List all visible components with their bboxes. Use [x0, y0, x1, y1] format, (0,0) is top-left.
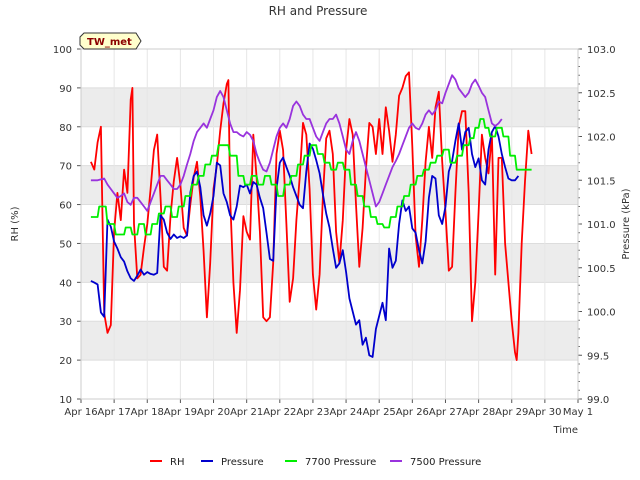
- y-left-tick-label: 20: [59, 356, 72, 367]
- x-tick-label: Apr 16: [64, 407, 97, 418]
- x-axis-title: Time: [553, 425, 578, 436]
- series-line-rh: [90, 71, 533, 362]
- x-tick-label: Apr 18: [131, 407, 164, 418]
- chart-title: RH and Pressure: [269, 4, 368, 18]
- y-left-tick-label: 70: [59, 162, 72, 173]
- y-left-tick-label: 60: [59, 201, 72, 212]
- x-tick-label: Apr 19: [164, 407, 197, 418]
- y-axis-right-title: Pressure (kPa): [621, 188, 632, 259]
- y-right-tick-label: 101.0: [587, 220, 616, 231]
- y-right-tick-label: 101.5: [587, 176, 616, 187]
- plot-frame: [80, 48, 579, 400]
- legend: RH Pressure 7700 Pressure 7500 Pressure: [150, 457, 481, 468]
- plot-band: [81, 165, 578, 205]
- y-left-tick-label: 100: [53, 45, 72, 56]
- x-tick-label: Apr 28: [462, 407, 495, 418]
- legend-label: RH: [170, 457, 184, 468]
- series-line-pressure: [90, 122, 520, 358]
- x-tick-label: Apr 27: [429, 407, 462, 418]
- x-tick-label: Apr 17: [98, 407, 131, 418]
- y-right-tick-label: 99.0: [587, 395, 609, 406]
- x-tick-label: Apr 23: [296, 407, 329, 418]
- x-tick-label: Apr 21: [230, 407, 263, 418]
- x-tick-label: Apr 22: [263, 407, 296, 418]
- y-left-tick-label: 10: [59, 395, 72, 406]
- badge-shape: [79, 32, 142, 50]
- series-layer: [90, 71, 533, 362]
- y-right-tick-label: 102.5: [587, 89, 616, 100]
- y-axis-left-title: RH (%): [10, 206, 21, 241]
- y-left-tick-label: 80: [59, 123, 72, 134]
- legend-label: 7500 Pressure: [410, 457, 481, 468]
- x-tick-label: Apr 20: [197, 407, 230, 418]
- y-left-tick-label: 30: [59, 317, 72, 328]
- x-tick-label: Apr 26: [396, 407, 429, 418]
- badge-label: TW_met: [87, 37, 132, 48]
- y-right-tick-label: 99.5: [587, 351, 609, 362]
- legend-label: 7700 Pressure: [305, 457, 376, 468]
- y-left-tick-label: 50: [59, 239, 72, 250]
- y-right-tick-label: 102.0: [587, 133, 616, 144]
- y-right-tick-label: 100.5: [587, 264, 616, 275]
- plot-band: [81, 87, 578, 127]
- x-tick-label: Apr 30: [528, 407, 561, 418]
- y-left-tick-label: 90: [59, 84, 72, 95]
- x-tick-label: Apr 25: [363, 407, 396, 418]
- x-tick-label: Apr 29: [495, 407, 528, 418]
- legend-label: Pressure: [221, 457, 264, 468]
- y-left-tick-label: 40: [59, 278, 72, 289]
- plot-band: [81, 243, 578, 283]
- series-line-7500-pressure: [90, 74, 503, 212]
- x-tick-label: May 1: [563, 407, 593, 418]
- x-tick-label: Apr 24: [329, 407, 362, 418]
- y-right-tick-label: 103.0: [587, 45, 616, 56]
- series-line-7700-pressure: [90, 118, 532, 236]
- station-badge: TW_met: [79, 32, 142, 50]
- plot-band: [81, 321, 578, 361]
- y-right-tick-label: 100.0: [587, 308, 616, 319]
